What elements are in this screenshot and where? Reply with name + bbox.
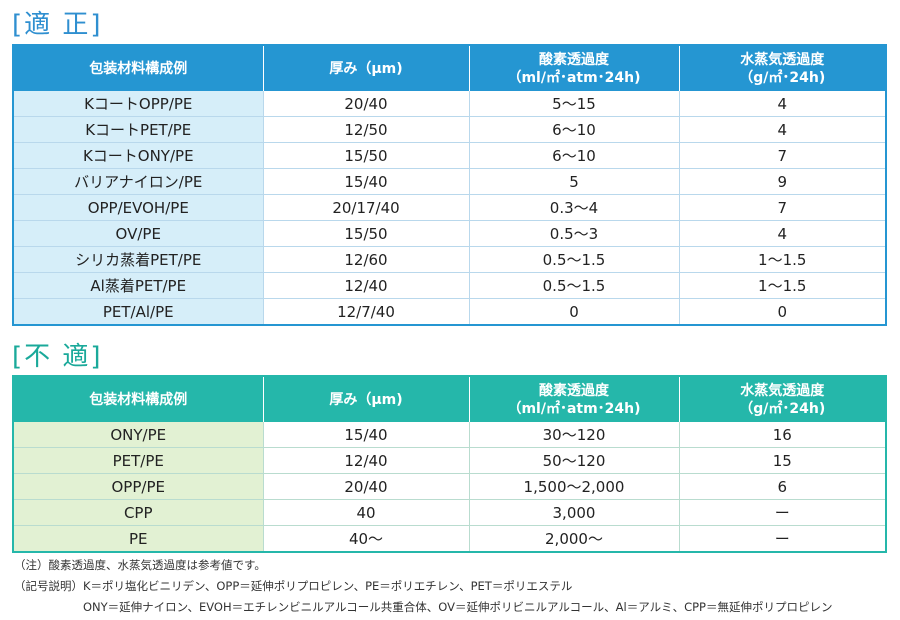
material-cell: KコートOPP/PE bbox=[13, 91, 264, 117]
oxygen-permeability-cell: 0.5～3 bbox=[469, 220, 680, 247]
header-material: 包装材料構成例 bbox=[13, 376, 264, 422]
vapor-permeability-cell: 9 bbox=[679, 168, 886, 195]
thickness-cell: 20/17/40 bbox=[263, 194, 470, 221]
header-vapor-line2: （g/㎡･24h) bbox=[739, 400, 826, 417]
thickness-cell: 12/7/40 bbox=[263, 298, 470, 326]
table-row: Al蒸着PET/PE 12/40 0.5～1.5 1～1.5 bbox=[13, 272, 886, 299]
thickness-cell: 15/50 bbox=[263, 142, 470, 169]
vapor-permeability-cell: 4 bbox=[679, 91, 886, 117]
material-cell: KコートPET/PE bbox=[13, 116, 264, 143]
oxygen-permeability-cell: 2,000～ bbox=[469, 525, 680, 553]
oxygen-permeability-cell: 30～120 bbox=[469, 422, 680, 448]
header-material: 包装材料構成例 bbox=[13, 45, 264, 91]
header-thickness: 厚み（μm) bbox=[263, 376, 470, 422]
table-row: CPP 40 3,000 ー bbox=[13, 499, 886, 526]
header-vapor-line1: 水蒸気透過度 bbox=[740, 51, 825, 68]
material-cell: PE bbox=[13, 525, 264, 553]
table-row: KコートOPP/PE 20/40 5～15 4 bbox=[13, 91, 886, 117]
vapor-permeability-cell: 4 bbox=[679, 116, 886, 143]
table-header-row: 包装材料構成例 厚み（μm) 酸素透過度 （ml/㎡･atm･24h) 水蒸気透… bbox=[13, 376, 886, 422]
table-row: バリアナイロン/PE 15/40 5 9 bbox=[13, 168, 886, 195]
vapor-permeability-cell: 16 bbox=[679, 422, 886, 448]
material-cell: Al蒸着PET/PE bbox=[13, 272, 264, 299]
vapor-permeability-cell: 4 bbox=[679, 220, 886, 247]
material-cell: KコートONY/PE bbox=[13, 142, 264, 169]
oxygen-permeability-cell: 5～15 bbox=[469, 91, 680, 117]
suitable-materials-table: 包装材料構成例 厚み（μm) 酸素透過度 （ml/㎡･atm･24h) 水蒸気透… bbox=[12, 44, 887, 326]
header-oxygen-line2: （ml/㎡･atm･24h) bbox=[507, 400, 641, 417]
thickness-cell: 15/40 bbox=[263, 168, 470, 195]
thickness-cell: 40～ bbox=[263, 525, 470, 553]
vapor-permeability-cell: 0 bbox=[679, 298, 886, 326]
vapor-permeability-cell: ー bbox=[679, 499, 886, 526]
header-oxygen-line2: （ml/㎡･atm･24h) bbox=[507, 69, 641, 86]
material-cell: PET/Al/PE bbox=[13, 298, 264, 326]
vapor-permeability-cell: ー bbox=[679, 525, 886, 553]
note-symbol-legend: （記号説明）K＝ポリ塩化ビニリデン、OPP＝延伸ポリプロピレン、PE＝ポリエチレ… bbox=[14, 579, 573, 593]
material-cell: OV/PE bbox=[13, 220, 264, 247]
thickness-cell: 12/50 bbox=[263, 116, 470, 143]
vapor-permeability-cell: 7 bbox=[679, 142, 886, 169]
material-cell: OPP/PE bbox=[13, 473, 264, 500]
vapor-permeability-cell: 1～1.5 bbox=[679, 272, 886, 299]
header-oxygen: 酸素透過度 （ml/㎡･atm･24h) bbox=[469, 45, 680, 91]
thickness-cell: 20/40 bbox=[263, 91, 470, 117]
suitable-section-title: [適 正] bbox=[12, 10, 103, 40]
vapor-permeability-cell: 6 bbox=[679, 473, 886, 500]
material-cell: ONY/PE bbox=[13, 422, 264, 448]
thickness-cell: 12/40 bbox=[263, 272, 470, 299]
note-reference-values: （注）酸素透過度、水蒸気透過度は参考値です。 bbox=[14, 558, 266, 572]
table-header-row: 包装材料構成例 厚み（μm) 酸素透過度 （ml/㎡･atm･24h) 水蒸気透… bbox=[13, 45, 886, 91]
suitable-table-body: KコートOPP/PE 20/40 5～15 4 KコートPET/PE 12/50 6～10 4… bbox=[13, 91, 886, 326]
table-row: PET/PE 12/40 50～120 15 bbox=[13, 447, 886, 474]
header-vapor: 水蒸気透過度 （g/㎡･24h) bbox=[679, 376, 886, 422]
header-oxygen-line1: 酸素透過度 bbox=[539, 382, 609, 399]
material-cell: OPP/EVOH/PE bbox=[13, 194, 264, 221]
note-symbol-legend-continued: ONY＝延伸ナイロン、EVOH＝エチレンビニルアルコール共重合体、OV＝延伸ポリ… bbox=[83, 600, 833, 614]
oxygen-permeability-cell: 0.5～1.5 bbox=[469, 246, 680, 273]
header-vapor: 水蒸気透過度 （g/㎡･24h) bbox=[679, 45, 886, 91]
header-oxygen: 酸素透過度 （ml/㎡･atm･24h) bbox=[469, 376, 680, 422]
table-row: PE 40～ 2,000～ー bbox=[13, 525, 886, 553]
oxygen-permeability-cell: 1,500～2,000 bbox=[469, 473, 680, 500]
oxygen-permeability-cell: 0.5～1.5 bbox=[469, 272, 680, 299]
oxygen-permeability-cell: 6～10 bbox=[469, 142, 680, 169]
thickness-cell: 15/50 bbox=[263, 220, 470, 247]
unsuitable-section-title: [不 適] bbox=[12, 342, 103, 372]
vapor-permeability-cell: 15 bbox=[679, 447, 886, 474]
vapor-permeability-cell: 1～1.5 bbox=[679, 246, 886, 273]
material-cell: PET/PE bbox=[13, 447, 264, 474]
oxygen-permeability-cell: 5 bbox=[469, 168, 680, 195]
oxygen-permeability-cell: 6～10 bbox=[469, 116, 680, 143]
table-row: ONY/PE 15/40 30～120 16 bbox=[13, 422, 886, 448]
oxygen-permeability-cell: 0 bbox=[469, 298, 680, 326]
thickness-cell: 40 bbox=[263, 499, 470, 526]
oxygen-permeability-cell: 0.3～4 bbox=[469, 194, 680, 221]
table-row: OV/PE 15/50 0.5～3 4 bbox=[13, 220, 886, 247]
thickness-cell: 20/40 bbox=[263, 473, 470, 500]
header-oxygen-line1: 酸素透過度 bbox=[539, 51, 609, 68]
oxygen-permeability-cell: 50～120 bbox=[469, 447, 680, 474]
thickness-cell: 12/60 bbox=[263, 246, 470, 273]
thickness-cell: 12/40 bbox=[263, 447, 470, 474]
unsuitable-table-body: ONY/PE 15/40 30～120 16 PET/PE 12/40 50～120 15 OP… bbox=[13, 422, 886, 553]
material-cell: バリアナイロン/PE bbox=[13, 168, 264, 195]
table-row: シリカ蒸着PET/PE 12/60 0.5～1.5 1～1.5 bbox=[13, 246, 886, 273]
material-cell: シリカ蒸着PET/PE bbox=[13, 246, 264, 273]
header-vapor-line1: 水蒸気透過度 bbox=[740, 382, 825, 399]
vapor-permeability-cell: 7 bbox=[679, 194, 886, 221]
header-thickness: 厚み（μm) bbox=[263, 45, 470, 91]
table-row: KコートPET/PE 12/50 6～10 4 bbox=[13, 116, 886, 143]
thickness-cell: 15/40 bbox=[263, 422, 470, 448]
table-row: OPP/EVOH/PE 20/17/40 0.3～4 7 bbox=[13, 194, 886, 221]
material-cell: CPP bbox=[13, 499, 264, 526]
table-row: PET/Al/PE 12/7/40 0 0 bbox=[13, 298, 886, 326]
table-row: OPP/PE 20/40 1,500～2,000 6 bbox=[13, 473, 886, 500]
unsuitable-materials-table: 包装材料構成例 厚み（μm) 酸素透過度 （ml/㎡･atm･24h) 水蒸気透… bbox=[12, 375, 887, 553]
table-row: KコートONY/PE 15/50 6～10 7 bbox=[13, 142, 886, 169]
oxygen-permeability-cell: 3,000 bbox=[469, 499, 680, 526]
header-vapor-line2: （g/㎡･24h) bbox=[739, 69, 826, 86]
